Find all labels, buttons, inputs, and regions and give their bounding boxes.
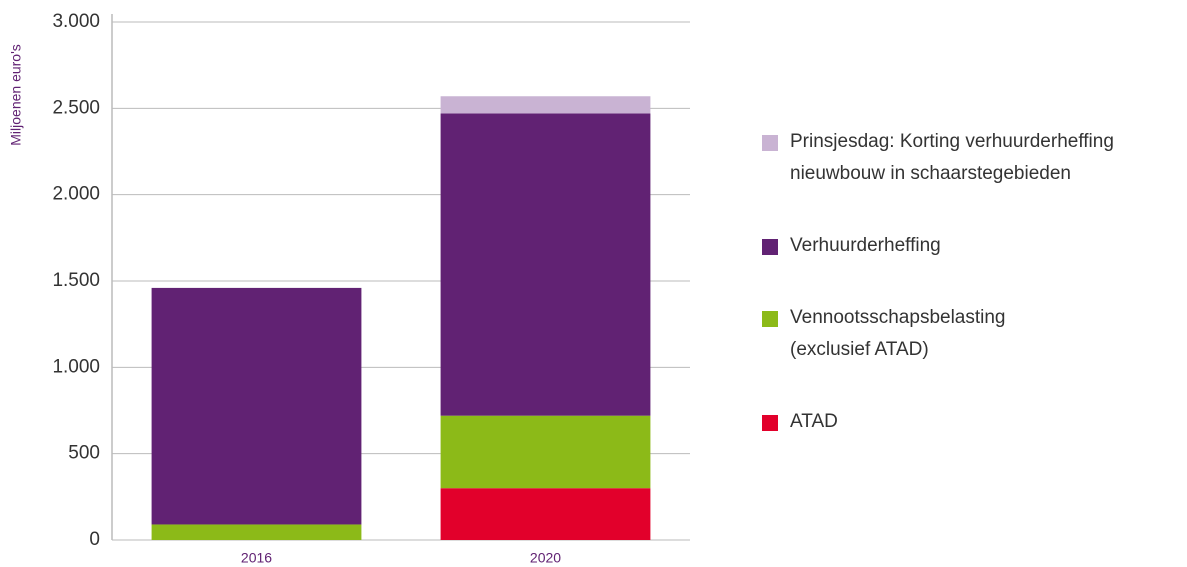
legend-item: Prinsjesdag: Korting verhuurderheffing n… [762,126,1114,190]
legend-item: Vennootsschapsbelasting (exclusief ATAD) [762,302,1114,366]
legend-label: ATAD [790,411,838,432]
y-tick-label: 3.000 [52,11,100,32]
legend-swatch [762,239,778,255]
bar-segment [440,415,651,489]
legend-swatch [762,311,778,327]
y-tick-label: 0 [89,529,100,550]
legend-label: Verhuurderheffing [790,235,941,256]
y-tick-label: 2.500 [52,97,100,118]
y-tick-label: 1.000 [52,356,100,377]
bar-segment [440,488,651,540]
legend-item: Verhuurderheffing [762,230,1114,262]
x-tick-label: 2016 [241,550,272,566]
bar-segment [151,287,362,525]
x-tick-label: 2020 [530,550,561,566]
y-tick-label: 500 [68,443,100,464]
legend-label: Vennootsschapsbelasting (exclusief ATAD) [790,307,1006,360]
y-tick-label: 1.500 [52,270,100,291]
bar-segment [440,113,651,416]
bar-segment [440,96,651,114]
y-axis-label: Miljoenen euro's [8,44,24,146]
legend-swatch [762,415,778,431]
legend-swatch [762,135,778,151]
bar-segment [151,524,362,540]
legend: Prinsjesdag: Korting verhuurderheffing n… [762,126,1114,478]
legend-label: Prinsjesdag: Korting verhuurderheffing n… [790,131,1114,184]
legend-item: ATAD [762,406,1114,438]
y-tick-label: 2.000 [52,184,100,205]
